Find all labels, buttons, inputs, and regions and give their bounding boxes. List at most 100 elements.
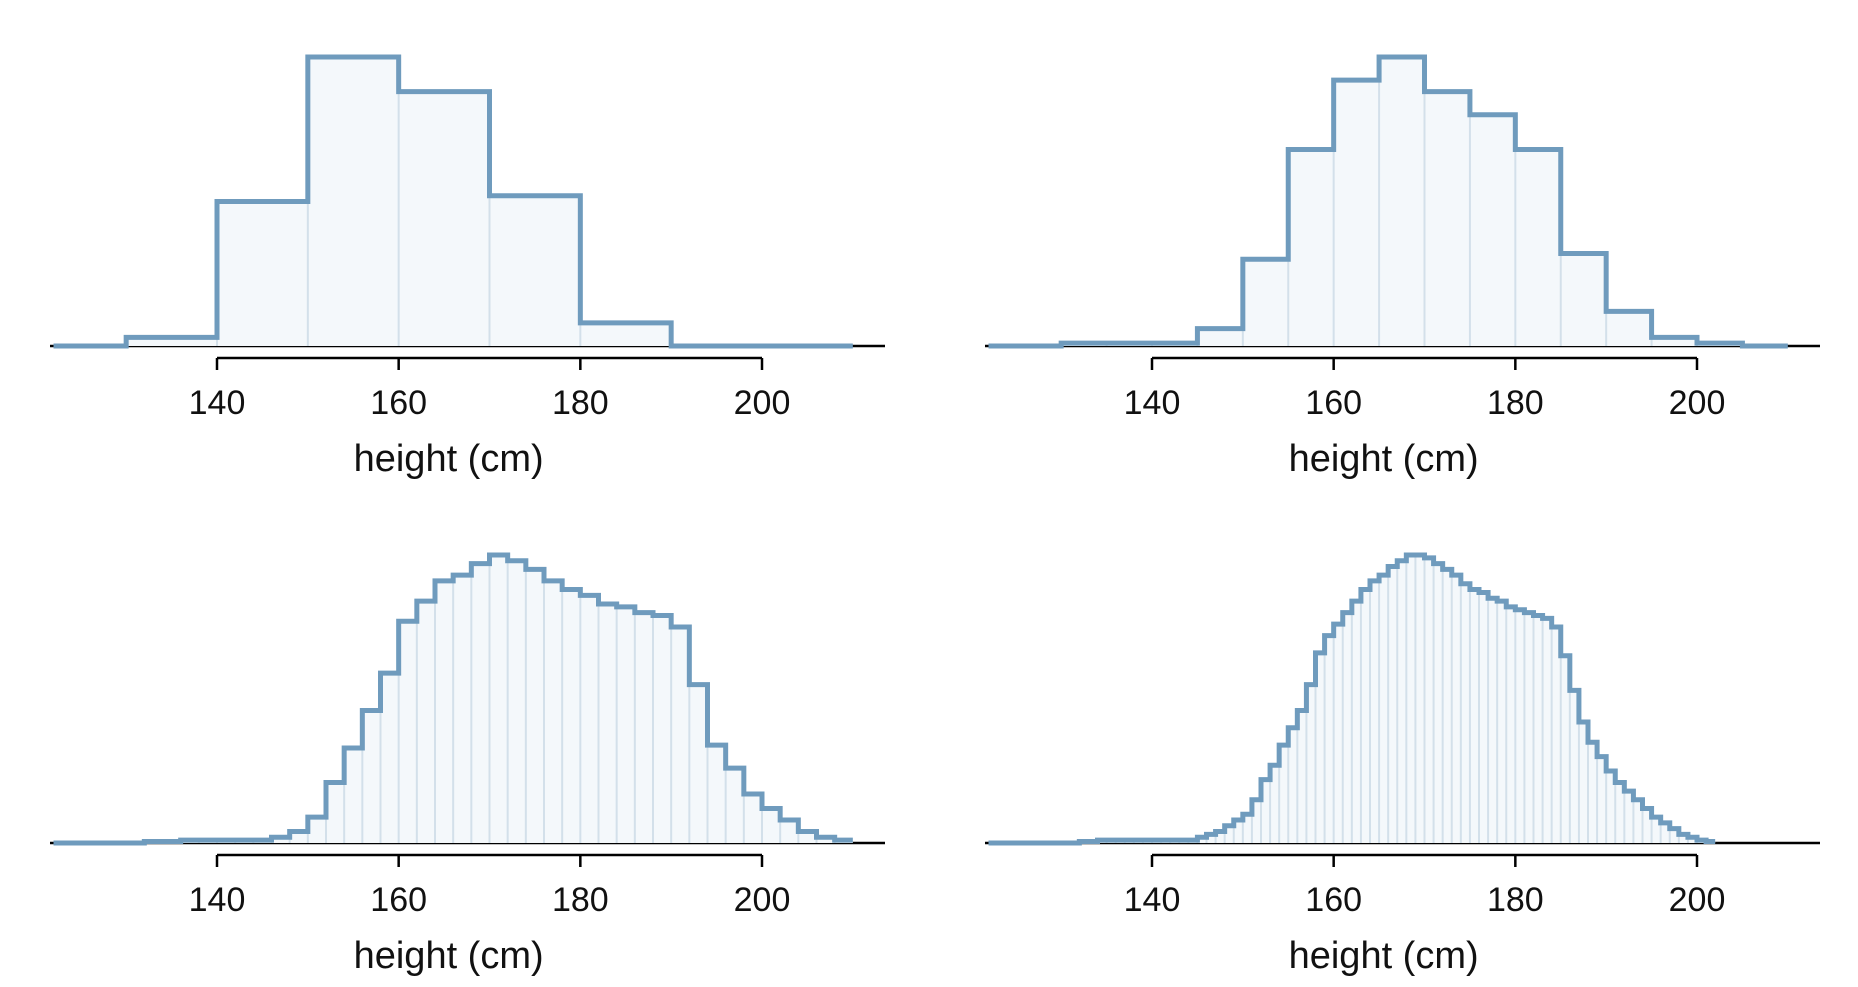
histogram-bar <box>798 831 817 843</box>
histogram-bar <box>307 817 326 843</box>
histogram-bar <box>1242 259 1289 346</box>
histogram-bar <box>1279 745 1289 843</box>
histogram-bar <box>1397 560 1407 843</box>
histogram-bar <box>1379 57 1425 346</box>
x-tick-label: 140 <box>1124 384 1181 422</box>
histogram-bar <box>780 819 799 843</box>
histogram-bar <box>1506 606 1516 843</box>
histogram-bar <box>1479 592 1489 843</box>
histogram-bar <box>1206 834 1216 843</box>
histogram-bar <box>1497 601 1507 843</box>
histogram-bar <box>525 569 544 843</box>
histogram-bar <box>1669 828 1679 843</box>
histogram-bar <box>1242 814 1252 843</box>
histogram-bar <box>1651 337 1697 346</box>
histogram-bar <box>689 684 708 843</box>
x-tick-label: 180 <box>552 881 609 919</box>
histogram-bar <box>1469 589 1479 843</box>
histogram-bar <box>1306 684 1316 843</box>
histogram-bar <box>1379 575 1389 843</box>
x-tick-label: 140 <box>189 384 246 422</box>
histogram-bar <box>1415 555 1425 843</box>
histogram-bar <box>362 710 381 843</box>
histogram-bar <box>1197 837 1207 843</box>
histogram-bar <box>217 201 308 346</box>
x-tick-label: 160 <box>370 881 427 919</box>
histogram-bar <box>1578 722 1588 843</box>
histogram-bar <box>1261 779 1271 843</box>
histogram-bar <box>1588 742 1598 843</box>
x-tick-label: 160 <box>1305 384 1362 422</box>
histogram-bar <box>1424 557 1434 843</box>
histogram-bar <box>1406 555 1416 843</box>
histogram-bar <box>1451 575 1461 843</box>
histogram-panel-1: 140 160 180 200 height (cm) <box>50 54 885 480</box>
histogram-bar <box>580 595 599 843</box>
histogram-panel-2: 140 160 180 200 height (cm) <box>985 54 1820 480</box>
x-tick-label: 180 <box>552 384 609 422</box>
histogram-bar <box>1424 91 1470 347</box>
histogram-bar <box>1333 80 1380 347</box>
histogram-bar <box>1297 710 1307 843</box>
histogram-bar <box>653 615 672 843</box>
x-tick-label: 180 <box>1487 384 1544 422</box>
histogram-bar <box>1442 569 1452 843</box>
histogram-bar <box>1351 601 1361 843</box>
histogram-bar <box>1551 627 1561 843</box>
x-tick-label: 200 <box>1669 881 1726 919</box>
histogram-bar <box>1642 808 1652 843</box>
x-tick-label: 160 <box>370 384 427 422</box>
histogram-bar <box>1606 311 1652 346</box>
x-tick-label: 200 <box>734 384 791 422</box>
histogram-panel-3: 140 160 180 200 height (cm) <box>50 552 885 977</box>
x-tick-label: 140 <box>1124 881 1181 919</box>
histogram-bar <box>707 745 726 843</box>
histogram-bar <box>1460 583 1470 843</box>
histogram-bar <box>816 837 835 843</box>
histogram-bar <box>616 606 635 843</box>
histogram-bar <box>1233 819 1243 843</box>
histogram-bar <box>1633 799 1643 843</box>
histogram-bar <box>435 580 454 843</box>
x-tick-label: 140 <box>189 881 246 919</box>
x-tick-label: 180 <box>1487 881 1544 919</box>
histogram-bar <box>344 747 363 843</box>
histogram-bar <box>1687 837 1697 843</box>
histogram-bar <box>1660 822 1670 843</box>
histogram-bar <box>762 808 781 843</box>
histogram-bar <box>634 612 653 843</box>
histogram-bar <box>1388 566 1398 843</box>
histogram-bar <box>453 575 472 843</box>
histogram-bar <box>1606 771 1616 843</box>
histogram-outline <box>53 54 853 349</box>
histogram-bar <box>1433 563 1443 843</box>
histogram-bar <box>580 322 672 346</box>
histogram-bar <box>743 794 762 843</box>
x-axis-title: height (cm) <box>354 438 544 480</box>
histogram-bar <box>1270 765 1280 843</box>
histogram-bar <box>1624 791 1634 843</box>
x-tick-label: 160 <box>1305 881 1362 919</box>
histogram-bar <box>1533 615 1543 843</box>
histogram-bar <box>307 57 399 346</box>
histogram-bar <box>1224 825 1234 843</box>
histogram-bar <box>1560 253 1607 346</box>
histogram-bar <box>1360 589 1370 843</box>
histogram-bar <box>1288 727 1298 843</box>
histogram-bar <box>562 589 581 843</box>
histogram-bar <box>1569 690 1579 843</box>
histogram-bar <box>271 837 290 843</box>
histogram-bar <box>1215 831 1225 843</box>
histogram-bar <box>489 555 508 843</box>
x-axis-title: height (cm) <box>354 935 544 977</box>
histogram-outline <box>988 54 1788 349</box>
histogram-bar <box>416 601 435 843</box>
histogram-bar <box>1288 149 1334 346</box>
histogram-panel-4: 140 160 180 200 height (cm) <box>985 552 1820 977</box>
histogram-bar <box>598 603 617 843</box>
histogram-bar <box>398 91 490 347</box>
histogram-bar <box>1560 655 1570 843</box>
histogram-bar <box>1597 756 1607 843</box>
x-axis-title: height (cm) <box>1289 935 1479 977</box>
